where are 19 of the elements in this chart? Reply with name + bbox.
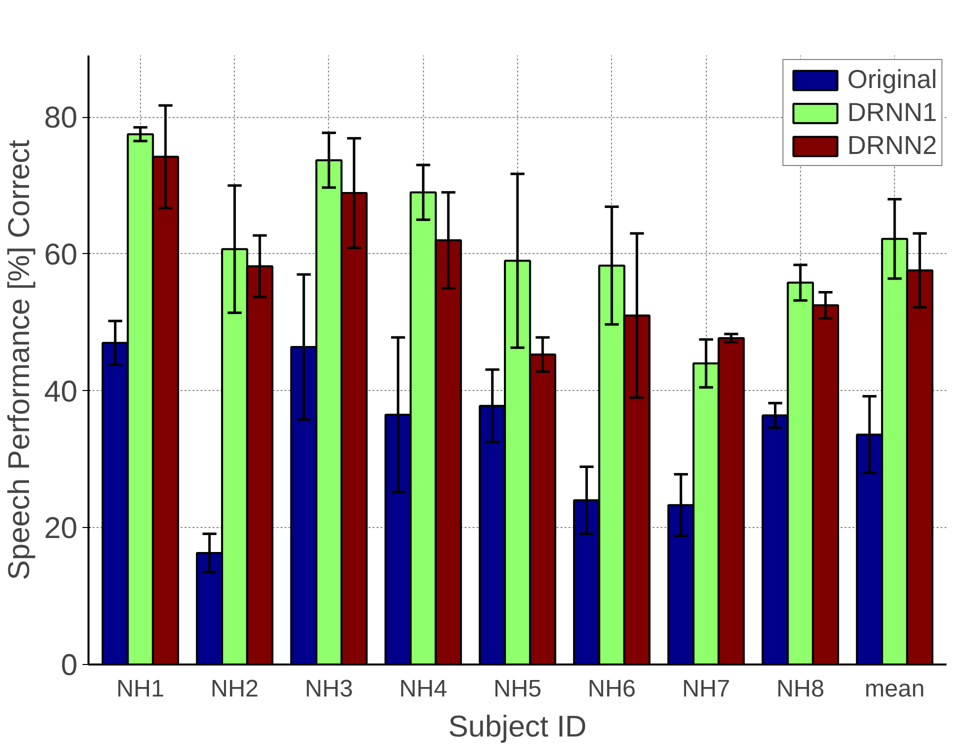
y-tick-label: 0	[60, 649, 78, 682]
legend-label: Original	[847, 64, 937, 95]
y-tick-label: 80	[44, 102, 78, 135]
x-tick-label: NH7	[682, 676, 730, 702]
x-tick-label: NH3	[304, 676, 353, 702]
x-tick-label: NH5	[493, 676, 542, 702]
x-tick-label: NH6	[588, 676, 636, 702]
x-tick-label: NH8	[776, 676, 824, 702]
x-tick-label: NH4	[399, 676, 448, 702]
y-tick-label: 60	[44, 238, 78, 272]
legend-label: DRNN1	[847, 97, 937, 128]
y-tick-label: 20	[44, 512, 78, 546]
x-axis-title: Subject ID	[448, 710, 587, 744]
y-axis-title: Speech Performance [%] Correct	[3, 139, 36, 580]
y-tick-label: 40	[44, 375, 78, 408]
x-tick-label: NH1	[116, 676, 164, 702]
legend-label: DRNN2	[847, 130, 937, 161]
x-tick-label: mean	[864, 676, 925, 702]
x-tick-label: NH2	[210, 676, 259, 702]
